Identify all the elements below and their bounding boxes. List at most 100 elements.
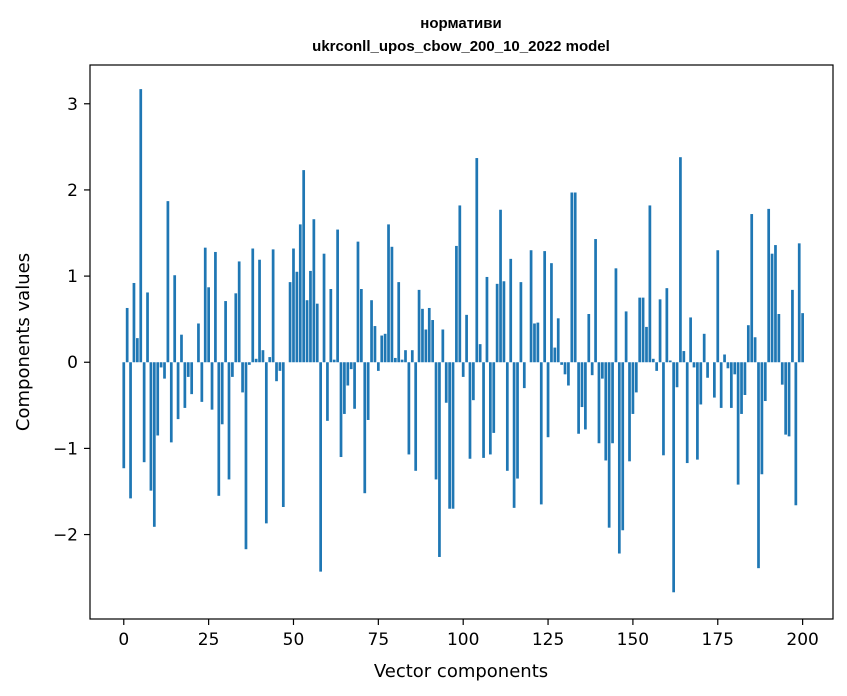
bar-72 <box>366 362 370 420</box>
bar-92 <box>434 362 438 480</box>
x-tick-label-25: 25 <box>198 630 220 650</box>
bar-15 <box>173 275 177 363</box>
bar-184 <box>746 325 750 363</box>
bar-198 <box>794 362 798 506</box>
bar-148 <box>624 311 628 363</box>
bar-90 <box>427 307 431 363</box>
bar-5 <box>139 89 143 363</box>
bar-190 <box>767 208 771 363</box>
bar-78 <box>387 224 390 363</box>
bar-70 <box>360 289 363 363</box>
bar-38 <box>251 248 255 363</box>
y-tick-label--2: −2 <box>53 526 78 546</box>
bar-131 <box>567 362 570 386</box>
bar-179 <box>729 362 733 408</box>
bar-87 <box>417 289 421 363</box>
bar-150 <box>631 362 635 414</box>
bar-172 <box>706 362 709 378</box>
bar-11 <box>159 362 163 368</box>
bar-128 <box>556 318 560 363</box>
y-tick-label--1: −1 <box>53 439 78 459</box>
bar-108 <box>488 362 492 455</box>
bar-64 <box>339 362 343 458</box>
bar-14 <box>169 362 173 443</box>
bar-192 <box>774 245 777 363</box>
bar-174 <box>713 362 716 398</box>
bar-56 <box>312 219 316 363</box>
bar-104 <box>475 158 479 363</box>
bar-63 <box>336 229 339 363</box>
bar-110 <box>495 283 499 363</box>
bar-26 <box>210 362 214 410</box>
bar-126 <box>550 263 553 363</box>
bar-106 <box>482 362 485 458</box>
bar-57 <box>315 303 319 363</box>
bar-115 <box>512 362 516 508</box>
bar-51 <box>295 271 299 363</box>
y-tick-label-2: 2 <box>67 181 78 201</box>
bar-170 <box>699 362 703 405</box>
bar-181 <box>736 362 740 485</box>
y-tick-label-1: 1 <box>67 267 78 287</box>
bar-46 <box>278 362 282 371</box>
bar-113 <box>505 362 509 471</box>
bar-122 <box>536 322 540 363</box>
bar-185 <box>750 214 754 363</box>
bar-82 <box>400 359 404 363</box>
bar-42 <box>264 362 268 524</box>
bar-54 <box>305 300 309 363</box>
bar-25 <box>207 287 210 363</box>
bar-180 <box>733 362 737 375</box>
bar-109 <box>492 362 496 433</box>
bar-163 <box>675 362 679 388</box>
bar-19 <box>186 362 190 377</box>
bar-197 <box>791 289 794 363</box>
bar-186 <box>753 337 757 363</box>
bar-139 <box>594 239 597 363</box>
bar-193 <box>777 314 781 363</box>
bar-49 <box>288 282 292 363</box>
y-axis-label: Components values <box>13 253 34 431</box>
bar-71 <box>363 362 367 494</box>
bar-62 <box>332 359 336 363</box>
bar-18 <box>183 362 187 408</box>
bar-66 <box>346 362 350 386</box>
bar-60 <box>326 362 329 421</box>
bar-168 <box>692 362 696 368</box>
bar-191 <box>770 253 774 363</box>
x-axis-label: Vector components <box>374 661 548 682</box>
bar-22 <box>197 323 200 363</box>
bar-125 <box>546 362 550 438</box>
bar-200 <box>801 313 804 363</box>
bar-177 <box>723 354 726 363</box>
bar-23 <box>200 362 204 402</box>
bar-35 <box>241 362 244 393</box>
bar-83 <box>404 350 407 363</box>
bar-41 <box>261 350 265 363</box>
bar-59 <box>322 253 326 363</box>
bar-16 <box>176 362 180 420</box>
x-tick-label-50: 50 <box>283 630 305 650</box>
bar-52 <box>298 224 302 363</box>
bar-12 <box>163 362 166 379</box>
bar-105 <box>478 344 482 363</box>
bar-74 <box>373 326 377 363</box>
bar-4 <box>135 338 139 363</box>
bar-154 <box>645 326 648 363</box>
bar-199 <box>797 243 801 363</box>
bar-40 <box>258 259 261 363</box>
chart-title-line2: ukrconll_upos_cbow_200_10_2022 model <box>312 38 610 55</box>
x-tick-label-150: 150 <box>617 630 649 650</box>
bar-65 <box>343 362 346 414</box>
x-tick-label-175: 175 <box>702 630 734 650</box>
bar-45 <box>275 362 278 382</box>
bar-188 <box>760 362 764 475</box>
bar-10 <box>156 362 160 436</box>
bar-166 <box>685 362 689 464</box>
bar-37 <box>248 362 251 365</box>
bar-75 <box>376 362 380 371</box>
bar-142 <box>604 362 608 461</box>
bar-182 <box>740 362 743 414</box>
x-tick-label-100: 100 <box>447 630 479 650</box>
bar-129 <box>560 362 563 365</box>
